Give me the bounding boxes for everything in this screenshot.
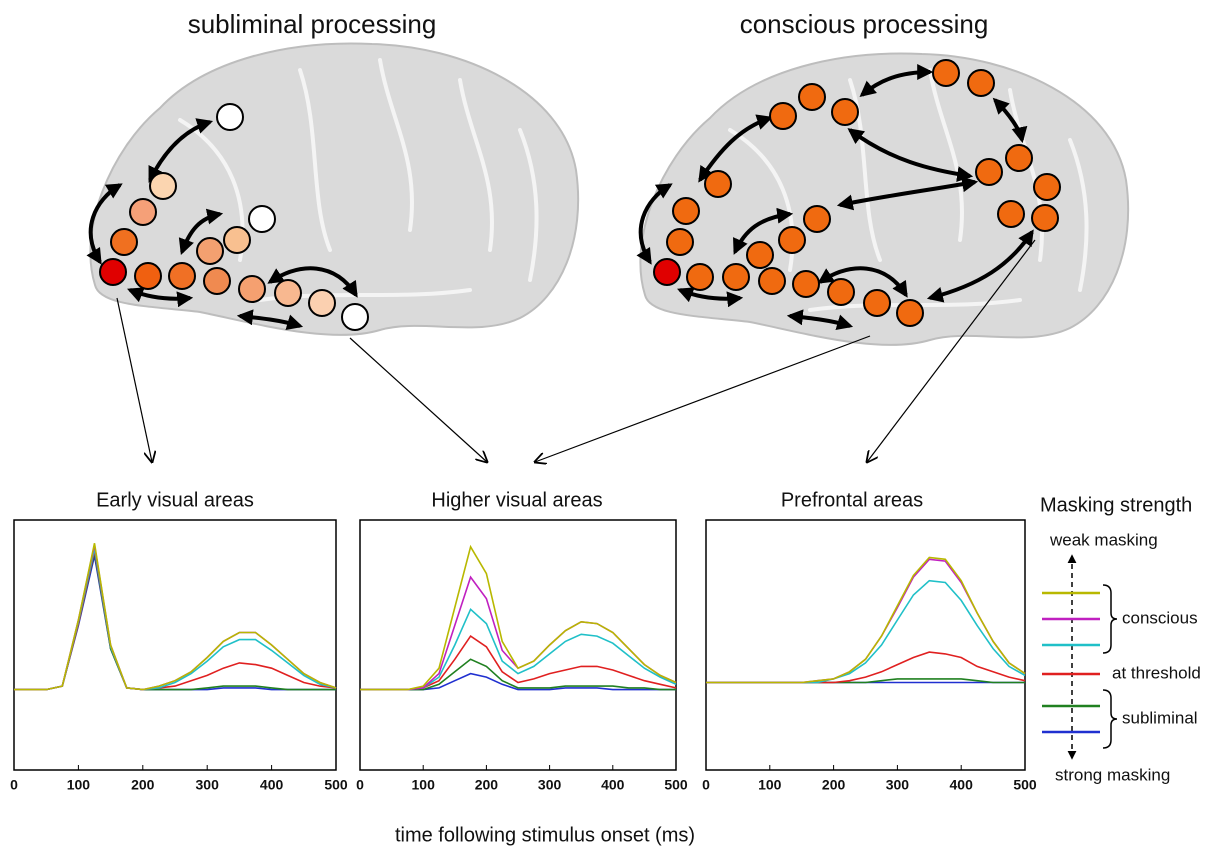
legend-bottom: strong masking — [1055, 765, 1170, 784]
brain-node — [248, 205, 276, 233]
x-tick-label: 500 — [324, 777, 348, 793]
x-tick-label: 100 — [758, 777, 782, 793]
brain-node — [778, 226, 806, 254]
legend-group-label: subliminal — [1122, 708, 1198, 727]
brain-node — [896, 299, 924, 327]
plot-frame — [359, 519, 677, 771]
x-tick-label: 300 — [886, 777, 910, 793]
x-tick-label: 100 — [412, 777, 436, 793]
brain-node — [831, 98, 859, 126]
x-tick-label: 500 — [1013, 777, 1037, 793]
pointer-arrow — [116, 297, 152, 462]
x-tick-label: 300 — [538, 777, 562, 793]
brain-node — [932, 59, 960, 87]
brain-node — [769, 102, 797, 130]
brain-node — [792, 270, 820, 298]
brain-node — [803, 205, 831, 233]
pointer-arrow — [535, 335, 871, 462]
brain-node — [997, 200, 1025, 228]
brain-node — [758, 267, 786, 295]
brain-node — [149, 172, 177, 200]
legend-top: weak masking — [1049, 530, 1158, 549]
brain-node — [798, 83, 826, 111]
x-tick-label: 200 — [822, 777, 846, 793]
brain-node — [223, 226, 251, 254]
brain-node — [216, 103, 244, 131]
chart-title: Early visual areas — [96, 489, 254, 511]
brain-node — [99, 258, 127, 286]
brain-node — [666, 228, 694, 256]
legend-brace — [1102, 689, 1118, 749]
pointer-arrow — [867, 239, 1036, 462]
brain-node — [196, 237, 224, 265]
brain-node — [722, 263, 750, 291]
charts: Early visual areas 0 100 200 300 400 500 Higher… — [10, 489, 1037, 792]
brain-node — [672, 197, 700, 225]
brain-node — [134, 262, 162, 290]
brain-node — [168, 262, 196, 290]
brain-nodes — [99, 59, 1061, 331]
brain-node — [704, 170, 732, 198]
right-title: conscious processing — [740, 9, 989, 39]
x-tick-label: 300 — [196, 777, 220, 793]
series-line — [14, 543, 337, 691]
x-tick-label: 0 — [10, 777, 18, 793]
x-tick-label: 400 — [260, 777, 284, 793]
plot-frame — [705, 519, 1026, 771]
legend-brace — [1102, 584, 1118, 654]
brain-node — [863, 289, 891, 317]
brain-node — [1033, 173, 1061, 201]
x-tick-label: 200 — [475, 777, 499, 793]
x-tick-label: 500 — [664, 777, 688, 793]
legend-title: Masking strength — [1040, 494, 1192, 516]
brain-node — [827, 278, 855, 306]
x-tick-label: 0 — [356, 777, 364, 793]
x-tick-label: 100 — [67, 777, 91, 793]
series-line — [360, 544, 677, 691]
x-tick-label: 400 — [950, 777, 974, 793]
plot-frame — [13, 519, 337, 771]
brain-node — [238, 275, 266, 303]
brain-node — [746, 241, 774, 269]
brain-node — [110, 228, 138, 256]
x-tick-label: 0 — [702, 777, 710, 793]
brain-node — [203, 267, 231, 295]
brain-node — [308, 289, 336, 317]
x-axis-label: time following stimulus onset (ms) — [395, 824, 695, 846]
brain-node — [975, 158, 1003, 186]
brain-node — [274, 279, 302, 307]
legend: Masking strength weak masking strong mas… — [1040, 494, 1201, 784]
brain-node — [1031, 204, 1059, 232]
brain-node — [967, 69, 995, 97]
legend-group-label: at threshold — [1112, 663, 1201, 682]
brain-node — [653, 258, 681, 286]
series-line — [706, 556, 1026, 684]
legend-group-label: conscious — [1122, 608, 1198, 627]
brain-node — [1005, 144, 1033, 172]
brain-node — [686, 263, 714, 291]
x-tick-label: 400 — [601, 777, 625, 793]
chart-title: Prefrontal areas — [781, 489, 923, 511]
chart-title: Higher visual areas — [431, 489, 602, 511]
connections — [86, 64, 1034, 330]
pointer-arrow — [349, 337, 487, 462]
brain-node — [129, 198, 157, 226]
x-tick-label: 200 — [131, 777, 155, 793]
brain-node — [341, 303, 369, 331]
left-title: subliminal processing — [188, 9, 437, 39]
